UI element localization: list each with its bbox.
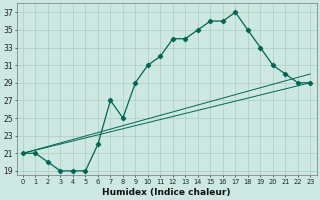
X-axis label: Humidex (Indice chaleur): Humidex (Indice chaleur) xyxy=(102,188,231,197)
